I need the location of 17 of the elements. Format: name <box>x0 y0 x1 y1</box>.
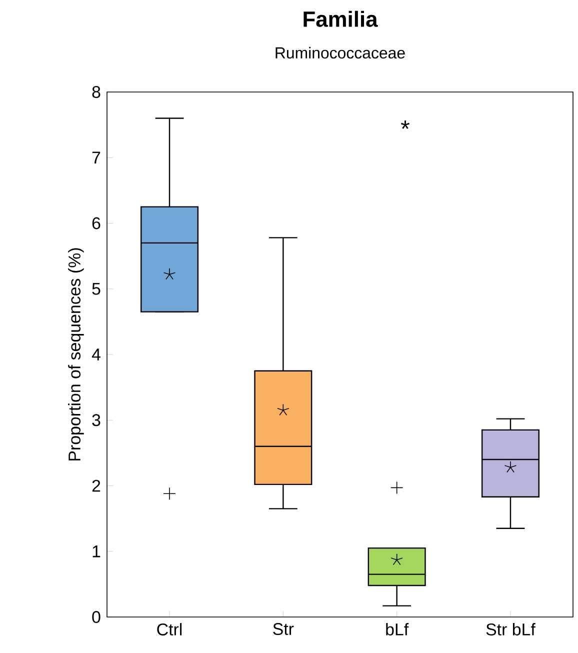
y-tick-label: 6 <box>92 217 100 230</box>
chart-subtitle: Ruminococcaceae <box>276 46 405 59</box>
y-tick-label: 4 <box>92 348 100 360</box>
x-tick-label: Ctrl <box>157 623 182 636</box>
y-tick-label: 8 <box>92 86 100 98</box>
x-tick-label: bLf <box>386 623 409 636</box>
y-tick-label: 5 <box>92 282 100 295</box>
chart-title: Familia <box>304 10 378 27</box>
x-tick-label: Str bLf <box>486 623 536 636</box>
annotation: * <box>400 120 410 129</box>
y-tick-label: 1 <box>92 546 100 558</box>
y-tick-label: 3 <box>92 414 100 426</box>
y-tick-label: 0 <box>92 610 100 623</box>
y-tick-label: 7 <box>92 152 100 164</box>
y-tick-label: 2 <box>92 480 100 492</box>
x-tick-label: Str <box>273 623 294 636</box>
y-axis-title: Proportion of sequences (%) <box>68 248 84 460</box>
